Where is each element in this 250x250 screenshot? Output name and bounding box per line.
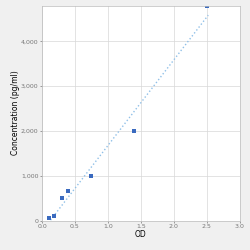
Y-axis label: Concentration (pg/ml): Concentration (pg/ml) (10, 71, 20, 156)
Point (132, 129, 136, 133)
Point (66, 190, 70, 194)
Point (46, 216, 50, 220)
Point (204, 4, 208, 8)
Point (52, 214, 56, 218)
X-axis label: OD: OD (135, 230, 147, 239)
Point (90, 174, 94, 178)
Point (60, 196, 64, 200)
